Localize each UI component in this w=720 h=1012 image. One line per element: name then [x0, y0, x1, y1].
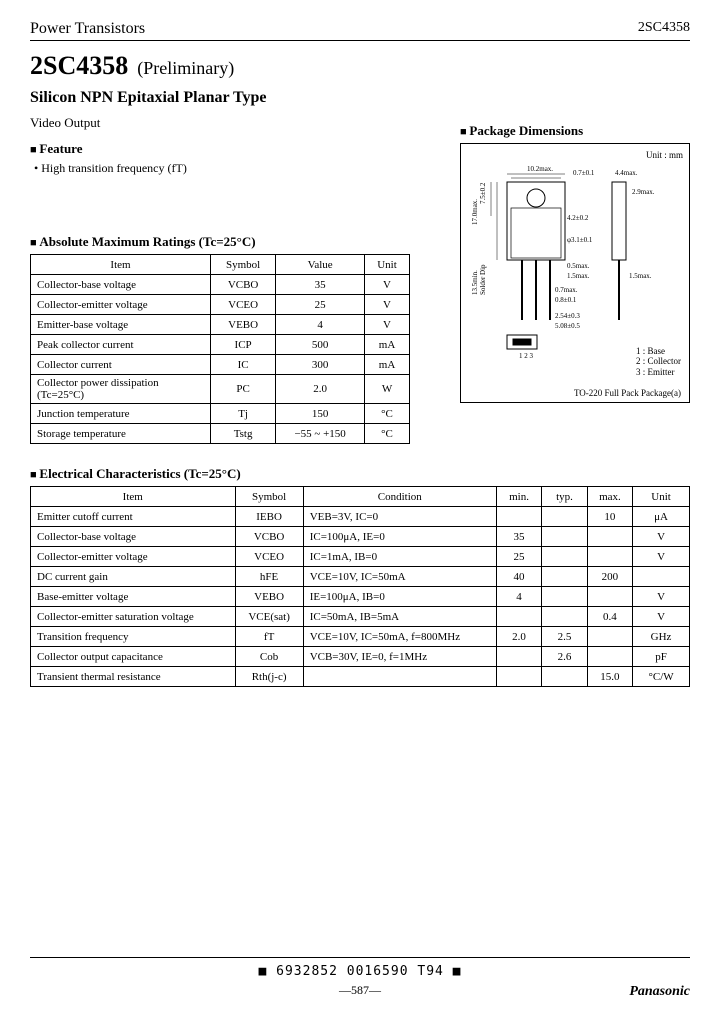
- package-box: Unit : mm: [460, 143, 690, 403]
- table-row: Collector-emitter voltageVCEOIC=1mA, IB=…: [31, 547, 690, 567]
- header-partno: 2SC4358: [638, 20, 690, 38]
- dim-lead-sp2: 5.08±0.5: [555, 322, 580, 330]
- package-label: Package Dimensions: [460, 123, 690, 139]
- table-row: Collector-emitter voltageVCEO25V: [31, 295, 410, 315]
- pin-labels: 1 : Base 2 : Collector 3 : Emitter: [636, 346, 681, 378]
- dim-solder: Solder Dip: [479, 264, 487, 295]
- table-row: Collector currentIC300mA: [31, 355, 410, 375]
- dim-lead-t1: 0.5max.: [567, 262, 590, 270]
- table-row: Collector-emitter saturation voltageVCE(…: [31, 607, 690, 627]
- table-row: Peak collector currentICP500mA: [31, 335, 410, 355]
- title-partno: 2SC4358: [30, 51, 128, 80]
- pin-3: 3 : Emitter: [636, 367, 681, 378]
- subhead: Video Output: [30, 115, 450, 131]
- package-unit: Unit : mm: [467, 150, 683, 160]
- feature-label: Feature: [30, 141, 450, 157]
- title-line: 2SC4358 (Preliminary): [30, 51, 690, 81]
- dim-hole: φ3.1±0.1: [567, 236, 593, 244]
- dim-lead-w: 0.7max.: [555, 286, 578, 294]
- table-row: Collector-base voltageVCBO35V: [31, 275, 410, 295]
- page-header: Power Transistors 2SC4358: [30, 20, 690, 41]
- page-footer: ■ 6932852 0016590 T94 ■ —587—: [0, 957, 720, 998]
- feature-item: High transition frequency (fT): [34, 161, 450, 176]
- table-row: Transition frequencyfTVCE=10V, IC=50mA, …: [31, 627, 690, 647]
- package-name: TO-220 Full Pack Package(a): [574, 388, 681, 398]
- table-row: Collector output capacitanceCobVCB=30V, …: [31, 647, 690, 667]
- title-status: (Preliminary): [137, 58, 234, 78]
- dim-body-t: 4.2±0.2: [567, 214, 589, 222]
- ratings-table: ItemSymbolValueUnit Collector-base volta…: [30, 254, 410, 444]
- dim-w1: 10.2max.: [527, 165, 553, 173]
- table-row: Emitter-base voltageVEBO4V: [31, 315, 410, 335]
- table-row: Storage temperatureTstg−55 ~ +150°C: [31, 424, 410, 444]
- footer-page: —587—: [0, 983, 720, 998]
- pin-1: 1 : Base: [636, 346, 681, 357]
- dim-lead-h: 13.5min.: [471, 270, 479, 295]
- electrical-label: Electrical Characteristics (Tc=25°C): [30, 466, 690, 482]
- footer-code: ■ 6932852 0016590 T94 ■: [0, 964, 720, 979]
- dim-lead-off: 0.8±0.1: [555, 296, 577, 304]
- dim-lead-t2: 1.5max.: [567, 272, 590, 280]
- package-drawing: 10.2max. 0.7±0.1 4.4max. 2.9max. 4.2±0.2…: [467, 160, 677, 370]
- table-row: Base-emitter voltageVEBOIE=100μA, IB=04V: [31, 587, 690, 607]
- dim-lead-t2b: 1.5max.: [629, 272, 652, 280]
- table-row: Junction temperatureTj150°C: [31, 404, 410, 424]
- dim-top: 0.7±0.1: [573, 169, 595, 177]
- dim-lead-sp: 2.54±0.3: [555, 312, 580, 320]
- table-row: Emitter cutoff currentIEBOVEB=3V, IC=010…: [31, 507, 690, 527]
- brand-logo: Panasonic: [629, 984, 690, 1000]
- table-row: Collector-base voltageVCBOIC=100μA, IE=0…: [31, 527, 690, 547]
- dim-h2: 7.5±0.2: [479, 182, 487, 204]
- dim-h1: 17.0max.: [471, 199, 479, 225]
- table-row: Transient thermal resistanceRth(j-c)15.0…: [31, 667, 690, 687]
- subtitle: Silicon NPN Epitaxial Planar Type: [30, 89, 690, 107]
- header-category: Power Transistors: [30, 20, 145, 38]
- table-row: DC current gainhFEVCE=10V, IC=50mA40200: [31, 567, 690, 587]
- electrical-table: ItemSymbolConditionmin.typ.max.Unit Emit…: [30, 486, 690, 687]
- dim-side-t: 2.9max.: [632, 188, 655, 196]
- svg-text:1 2 3: 1 2 3: [519, 352, 534, 360]
- ratings-label: Absolute Maximum Ratings (Tc=25°C): [30, 234, 450, 250]
- table-row: Collector power dissipation (Tc=25°C)PC2…: [31, 375, 410, 404]
- pin-2: 2 : Collector: [636, 356, 681, 367]
- dim-side-w: 4.4max.: [615, 169, 638, 177]
